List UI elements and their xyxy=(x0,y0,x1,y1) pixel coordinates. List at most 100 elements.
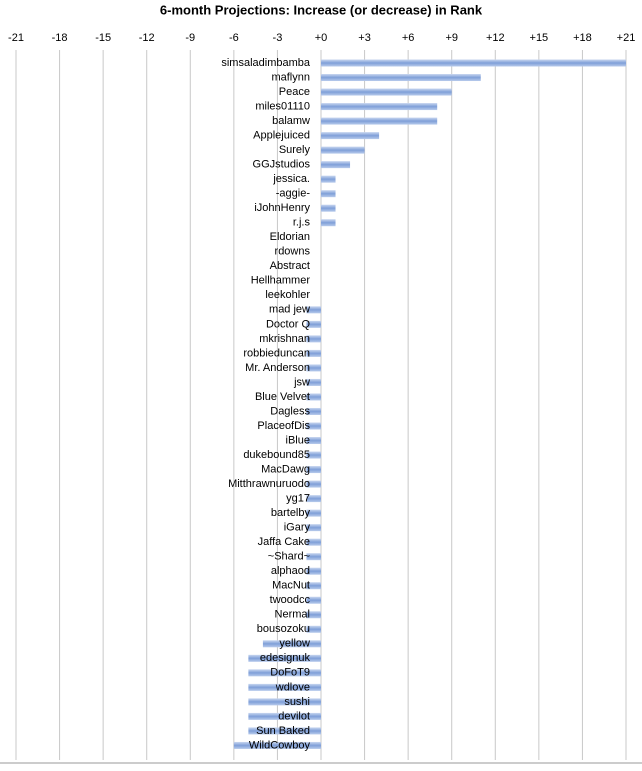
bar xyxy=(306,378,321,386)
x-tick-label: -9 xyxy=(185,32,195,44)
category-label: jessica. xyxy=(272,173,310,185)
category-label: Abstract xyxy=(270,260,310,272)
category-label: MacDawg xyxy=(261,463,310,475)
bar xyxy=(321,117,438,125)
category-label: sushi xyxy=(284,696,310,708)
category-label: yellow xyxy=(279,638,310,650)
x-tick-label: -21 xyxy=(8,32,24,44)
bar xyxy=(321,88,452,96)
category-label: Doctor Q xyxy=(266,318,310,330)
bar xyxy=(321,161,351,169)
bar xyxy=(248,654,321,662)
bar xyxy=(306,422,321,430)
bar xyxy=(306,393,321,401)
x-tick-label: +9 xyxy=(445,32,458,44)
category-label: leekohler xyxy=(265,289,310,301)
category-label: Dagless xyxy=(270,405,310,417)
bar xyxy=(321,132,380,140)
category-label: MacNut xyxy=(272,580,310,592)
category-label: ~Shard~ xyxy=(268,551,310,563)
x-tick-label: +0 xyxy=(315,32,328,44)
bar xyxy=(321,204,336,212)
category-label: balamw xyxy=(272,115,310,127)
category-label: yg17 xyxy=(286,493,310,505)
category-label: Jaffa Cake xyxy=(258,536,310,548)
bar xyxy=(306,306,321,314)
category-label: robbieduncan xyxy=(243,347,310,359)
x-tick-label: -6 xyxy=(229,32,239,44)
bar xyxy=(248,683,321,691)
bar xyxy=(306,611,321,619)
bar xyxy=(306,335,321,343)
category-label: dukebound85 xyxy=(243,449,310,461)
category-label: Mitthrawnuruodo xyxy=(228,478,310,490)
category-label: bartelby xyxy=(271,507,311,519)
category-label: PlaceofDis xyxy=(257,420,310,432)
bar xyxy=(321,74,481,82)
bar xyxy=(306,524,321,532)
bar xyxy=(306,625,321,633)
category-label: Applejuiced xyxy=(253,130,310,142)
chart-title: 6-month Projections: Increase (or decrea… xyxy=(160,2,483,17)
x-tick-label: +3 xyxy=(358,32,371,44)
category-label: Eldorian xyxy=(270,231,310,243)
bar xyxy=(306,364,321,372)
bar xyxy=(306,407,321,415)
bar xyxy=(306,538,321,546)
bar xyxy=(321,103,438,111)
bar xyxy=(248,727,321,735)
bar xyxy=(248,669,321,677)
category-label: miles01110 xyxy=(255,100,310,112)
category-label: Nermal xyxy=(275,609,310,621)
category-label: -aggie- xyxy=(276,188,311,200)
x-tick-label: +12 xyxy=(486,32,505,44)
category-label: GGJstudios xyxy=(253,159,311,171)
category-label: iGary xyxy=(284,522,311,534)
category-label: Hellhammer xyxy=(251,275,311,287)
bar xyxy=(306,509,321,517)
category-label: devilot xyxy=(278,710,310,722)
category-label: mkrishnan xyxy=(259,333,310,345)
bar xyxy=(306,582,321,590)
category-label: jsw xyxy=(293,376,310,388)
bar xyxy=(306,567,321,575)
x-tick-label: -15 xyxy=(95,32,111,44)
bar xyxy=(321,190,336,198)
category-label: mad jew xyxy=(269,304,310,316)
bar xyxy=(306,437,321,445)
bar xyxy=(321,59,626,67)
x-tick-label: +18 xyxy=(573,32,592,44)
category-label: maflynn xyxy=(271,71,310,83)
bar xyxy=(262,640,321,648)
category-label: Blue Velvet xyxy=(255,391,310,403)
category-label: Surely xyxy=(279,144,311,156)
x-tick-label: +15 xyxy=(530,32,549,44)
category-label: iJohnHenry xyxy=(254,202,310,214)
bar xyxy=(248,712,321,720)
bar xyxy=(306,349,321,357)
bar xyxy=(306,320,321,328)
category-label: WildCowboy xyxy=(249,739,311,751)
category-label: iBlue xyxy=(286,434,310,446)
bar xyxy=(248,698,321,706)
category-label: alphaod xyxy=(271,565,310,577)
category-label: r.j.s xyxy=(293,217,311,229)
bar xyxy=(321,175,336,183)
bar xyxy=(306,480,321,488)
category-label: DoFoT9 xyxy=(270,667,310,679)
bar xyxy=(306,553,321,561)
bar xyxy=(306,596,321,604)
category-label: simsaladimbamba xyxy=(221,57,311,69)
bar xyxy=(233,741,321,749)
bar xyxy=(321,219,336,227)
x-tick-label: +6 xyxy=(402,32,415,44)
x-tick-label: -3 xyxy=(273,32,283,44)
x-tick-label: -12 xyxy=(139,32,155,44)
bar xyxy=(306,451,321,459)
category-label: twoodcc xyxy=(270,594,311,606)
x-tick-label: +21 xyxy=(617,32,636,44)
category-label: Mr. Anderson xyxy=(245,362,310,374)
category-label: rdowns xyxy=(275,246,311,258)
